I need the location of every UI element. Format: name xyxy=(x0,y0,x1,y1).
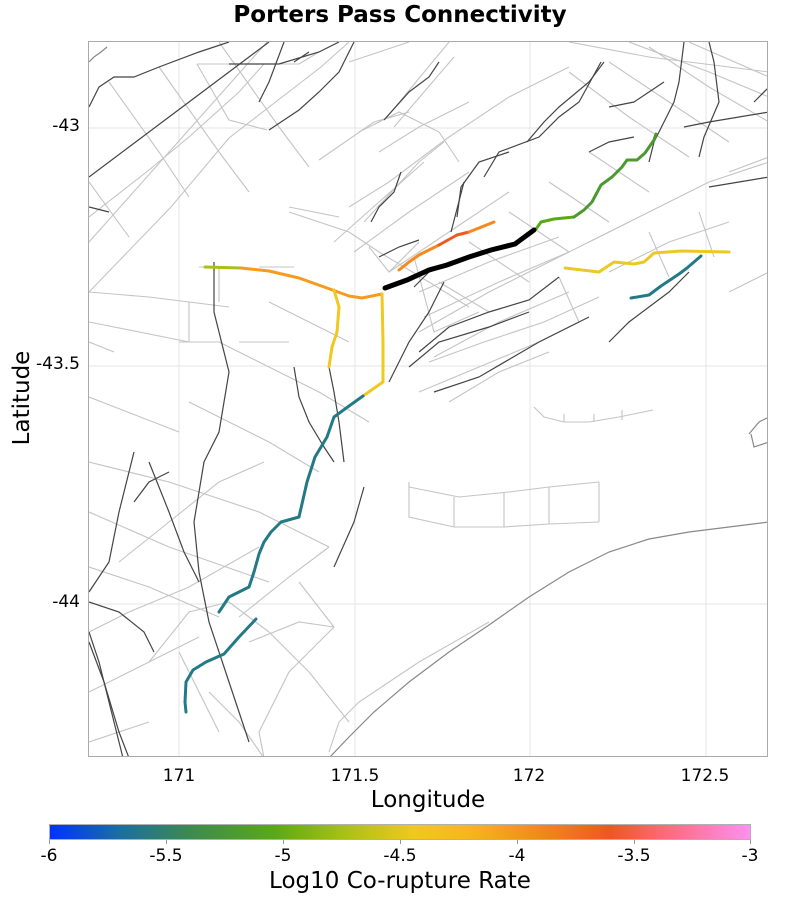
x-tick-label: 171.5 xyxy=(330,766,380,786)
corupture-traces xyxy=(183,132,731,714)
colorbar-tick xyxy=(634,840,635,844)
colorbar-tick xyxy=(517,840,518,844)
colorbar-tick-label: -3 xyxy=(741,846,759,866)
fault-outlines xyxy=(89,42,767,756)
porters-pass-source-section xyxy=(382,227,537,291)
colorbar-tick xyxy=(400,840,401,844)
colorbar-tick xyxy=(750,840,751,844)
colorbar-tick-label: -5 xyxy=(274,846,292,866)
coastline xyxy=(89,46,767,756)
x-axis-label: Longitude xyxy=(370,787,486,813)
grid-lines xyxy=(89,42,767,756)
chart-title: Porters Pass Connectivity xyxy=(233,2,567,28)
colorbar-label: Log10 Co-rupture Rate xyxy=(269,868,531,894)
colorbar-tick-label: -5.5 xyxy=(149,846,183,866)
y-tick-label: -43 xyxy=(52,116,80,136)
colorbar-tick-label: -3.5 xyxy=(617,846,651,866)
y-axis-label: Latitude xyxy=(9,350,35,446)
colorbar xyxy=(49,824,751,840)
colorbar-tick xyxy=(283,840,284,844)
map-plot-area[interactable] xyxy=(88,41,768,757)
x-tick-label: 172.5 xyxy=(680,766,730,786)
fault-map xyxy=(89,42,767,756)
colorbar-tick-label: -4.5 xyxy=(383,846,417,866)
colorbar-tick xyxy=(166,840,167,844)
colorbar-tick-label: -6 xyxy=(40,846,58,866)
y-tick-label: -43.5 xyxy=(36,354,80,374)
colorbar-tick xyxy=(49,840,50,844)
x-tick-label: 172 xyxy=(512,766,546,786)
colorbar-tick-label: -4 xyxy=(508,846,526,866)
y-tick-label: -44 xyxy=(52,592,80,612)
x-tick-label: 171 xyxy=(162,766,196,786)
fault-traces xyxy=(89,42,767,756)
